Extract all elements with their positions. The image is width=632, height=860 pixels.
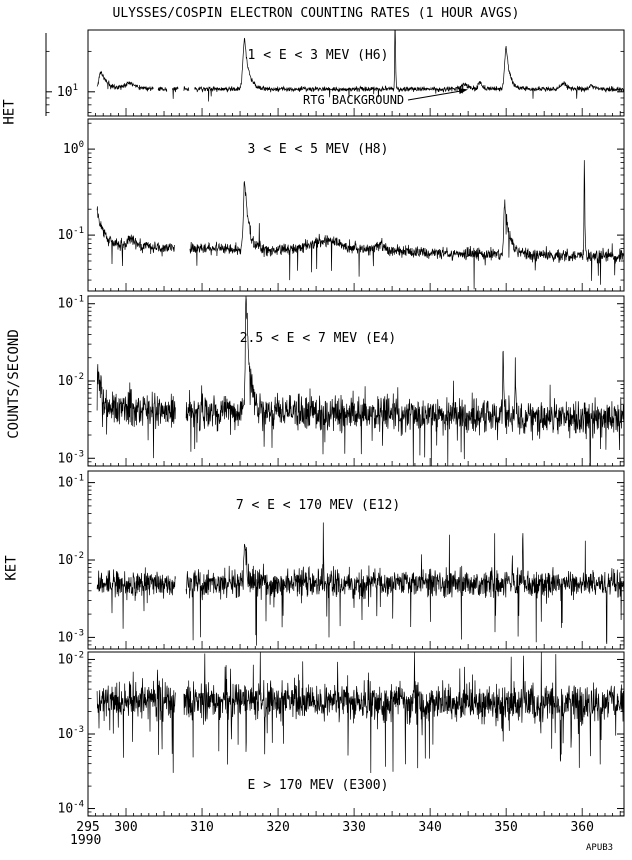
- het-group-label: HET: [1, 99, 18, 125]
- svg-text:10-1: 10-1: [58, 226, 85, 243]
- rtg-background-annotation: RTG BACKGROUND: [303, 93, 405, 107]
- svg-text:10-2: 10-2: [58, 650, 85, 667]
- svg-text:360: 360: [570, 820, 593, 835]
- panel-label-h8: 3 < E < 5 MEV (H8): [247, 142, 389, 157]
- svg-text:330: 330: [342, 820, 365, 835]
- x-axis-year-label: 1990: [70, 833, 102, 848]
- svg-text:310: 310: [190, 820, 213, 835]
- svg-text:10-2: 10-2: [58, 551, 85, 568]
- svg-text:10-1: 10-1: [58, 474, 85, 491]
- svg-text:10-3: 10-3: [58, 628, 85, 645]
- svg-text:300: 300: [114, 820, 137, 835]
- svg-text:10-1: 10-1: [58, 295, 85, 312]
- chart-title: ULYSSES/COSPIN ELECTRON COUNTING RATES (…: [112, 6, 520, 21]
- panel-label-e300: E > 170 MEV (E300): [247, 778, 389, 793]
- ket-group-label: KET: [3, 555, 20, 581]
- svg-text:10-2: 10-2: [58, 372, 85, 389]
- svg-text:340: 340: [418, 820, 441, 835]
- svg-text:10-3: 10-3: [58, 449, 85, 466]
- svg-text:10-3: 10-3: [58, 725, 85, 742]
- y-axis-label: COUNTS/SECOND: [5, 329, 22, 439]
- svg-text:100: 100: [63, 140, 84, 157]
- svg-text:10-4: 10-4: [58, 800, 85, 817]
- svg-text:350: 350: [494, 820, 517, 835]
- svg-text:320: 320: [266, 820, 289, 835]
- svg-text:101: 101: [57, 83, 78, 100]
- svg-text:295: 295: [76, 820, 99, 835]
- panel-label-h6: 1 < E < 3 MEV (H6): [247, 48, 389, 63]
- plot-id-label: APUB3: [586, 843, 614, 853]
- panel-label-e4: 2.5 < E < 7 MEV (E4): [239, 331, 397, 346]
- panel-label-e12: 7 < E < 170 MEV (E12): [235, 498, 401, 513]
